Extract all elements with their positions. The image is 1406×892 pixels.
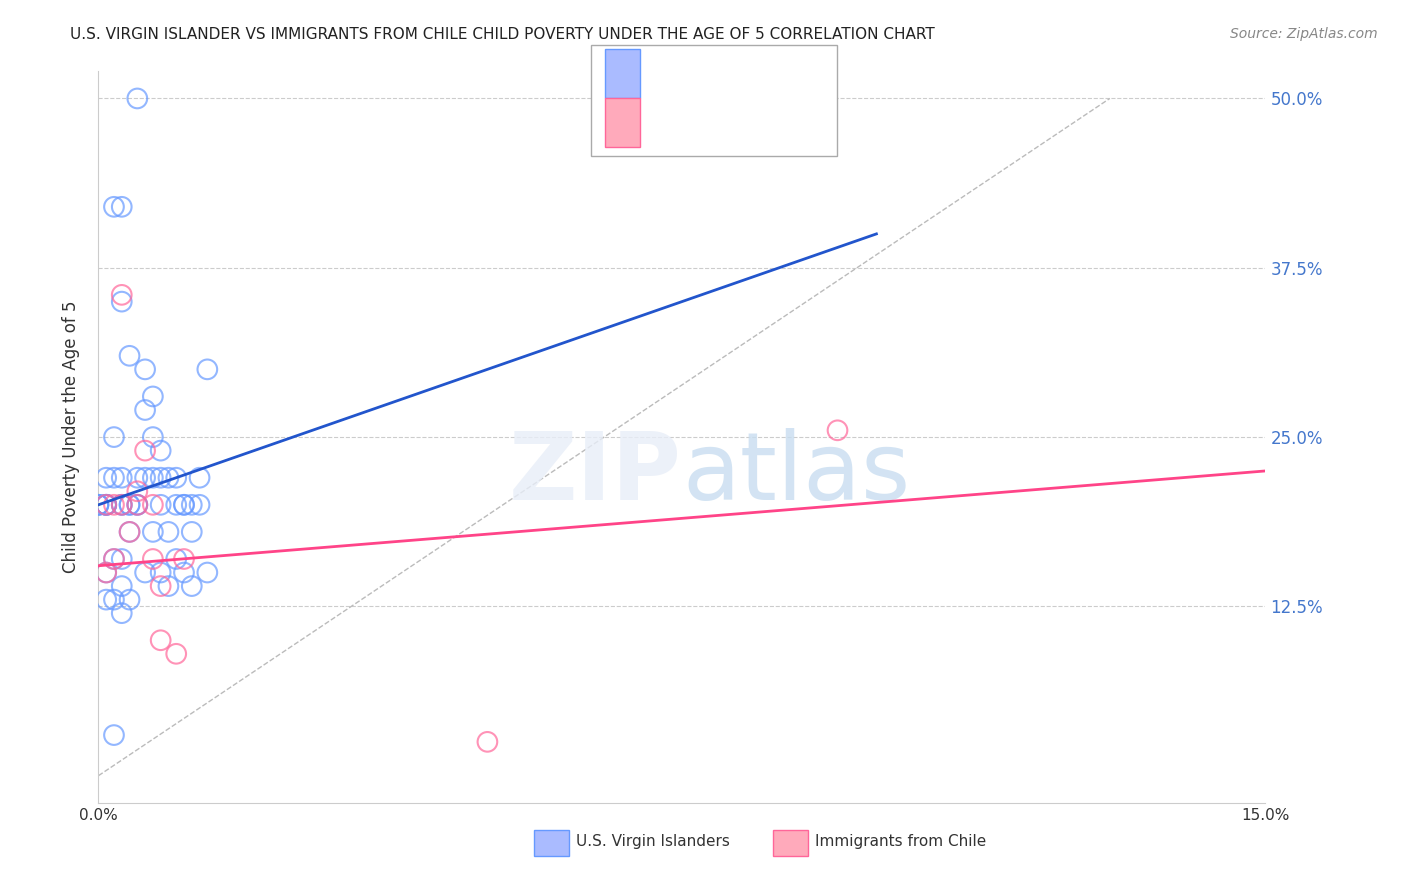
Point (142, 389, 165, 403)
Point (180, 524, 202, 539)
Point (142, 524, 165, 539)
Point (103, 471, 125, 485)
Point (149, 566, 172, 580)
Point (111, 200, 134, 214)
Point (118, 498, 141, 512)
Text: Immigrants from Chile: Immigrants from Chile (815, 834, 987, 849)
Point (87, 498, 110, 512)
Point (87, 498, 110, 512)
Point (134, 362, 156, 376)
Text: 0.129: 0.129 (685, 98, 737, 116)
Point (180, 498, 202, 512)
Point (103, 498, 125, 512)
Point (127, 498, 149, 512)
Text: U.S. VIRGIN ISLANDER VS IMMIGRANTS FROM CHILE CHILD POVERTY UNDER THE AGE OF 5 C: U.S. VIRGIN ISLANDER VS IMMIGRANTS FROM … (70, 27, 935, 42)
Point (103, 728, 125, 742)
Point (111, 498, 134, 512)
Point (96, 498, 118, 512)
Point (149, 471, 172, 485)
Point (103, 430, 125, 444)
Point (96, 566, 118, 580)
Point (87, 498, 110, 512)
Point (127, 498, 149, 512)
Text: ZIP: ZIP (509, 427, 682, 520)
Y-axis label: Child Poverty Under the Age of 5: Child Poverty Under the Age of 5 (62, 301, 80, 574)
Point (827, 423, 849, 437)
Point (134, 443, 156, 458)
Point (149, 443, 172, 458)
Point (142, 552, 165, 566)
Point (96, 498, 118, 512)
Point (127, 471, 149, 485)
Point (118, 524, 141, 539)
Point (111, 552, 134, 566)
Text: Source: ZipAtlas.com: Source: ZipAtlas.com (1230, 27, 1378, 41)
Point (165, 647, 187, 661)
Point (173, 498, 195, 512)
Point (111, 471, 134, 485)
Point (96, 592, 118, 607)
Point (111, 606, 134, 620)
Point (118, 498, 141, 512)
Point (103, 200, 125, 214)
Point (173, 498, 195, 512)
Text: atlas: atlas (682, 427, 910, 520)
Point (195, 566, 218, 580)
Point (96, 498, 118, 512)
Point (157, 471, 180, 485)
Point (103, 552, 125, 566)
Text: R =: R = (647, 98, 683, 116)
Point (142, 498, 165, 512)
Point (127, 498, 149, 512)
Point (118, 592, 141, 607)
Point (188, 498, 211, 512)
Text: 18: 18 (773, 98, 796, 116)
Text: N =: N = (731, 98, 779, 116)
Point (103, 592, 125, 607)
Point (134, 566, 156, 580)
Point (149, 579, 172, 593)
Text: 0.336: 0.336 (685, 58, 737, 76)
Text: N =: N = (731, 58, 779, 76)
Point (157, 579, 180, 593)
Point (96, 498, 118, 512)
Point (111, 288, 134, 302)
Point (96, 498, 118, 512)
Point (127, 484, 149, 499)
Point (127, 91, 149, 105)
Text: 61: 61 (773, 58, 796, 76)
Text: R =: R = (647, 58, 683, 76)
Point (165, 552, 187, 566)
Point (134, 403, 156, 417)
Point (111, 498, 134, 512)
Point (118, 349, 141, 363)
Point (477, 735, 499, 749)
Point (188, 471, 211, 485)
Point (111, 579, 134, 593)
Point (165, 471, 187, 485)
Point (111, 498, 134, 512)
Point (118, 524, 141, 539)
Text: U.S. Virgin Islanders: U.S. Virgin Islanders (576, 834, 730, 849)
Point (165, 498, 187, 512)
Point (111, 294, 134, 309)
Point (142, 471, 165, 485)
Point (149, 498, 172, 512)
Point (157, 524, 180, 539)
Point (173, 552, 195, 566)
Point (195, 362, 218, 376)
Point (134, 471, 156, 485)
Point (96, 566, 118, 580)
Point (142, 430, 165, 444)
Point (103, 552, 125, 566)
Point (96, 471, 118, 485)
Point (149, 633, 172, 648)
Point (173, 566, 195, 580)
Point (180, 579, 202, 593)
